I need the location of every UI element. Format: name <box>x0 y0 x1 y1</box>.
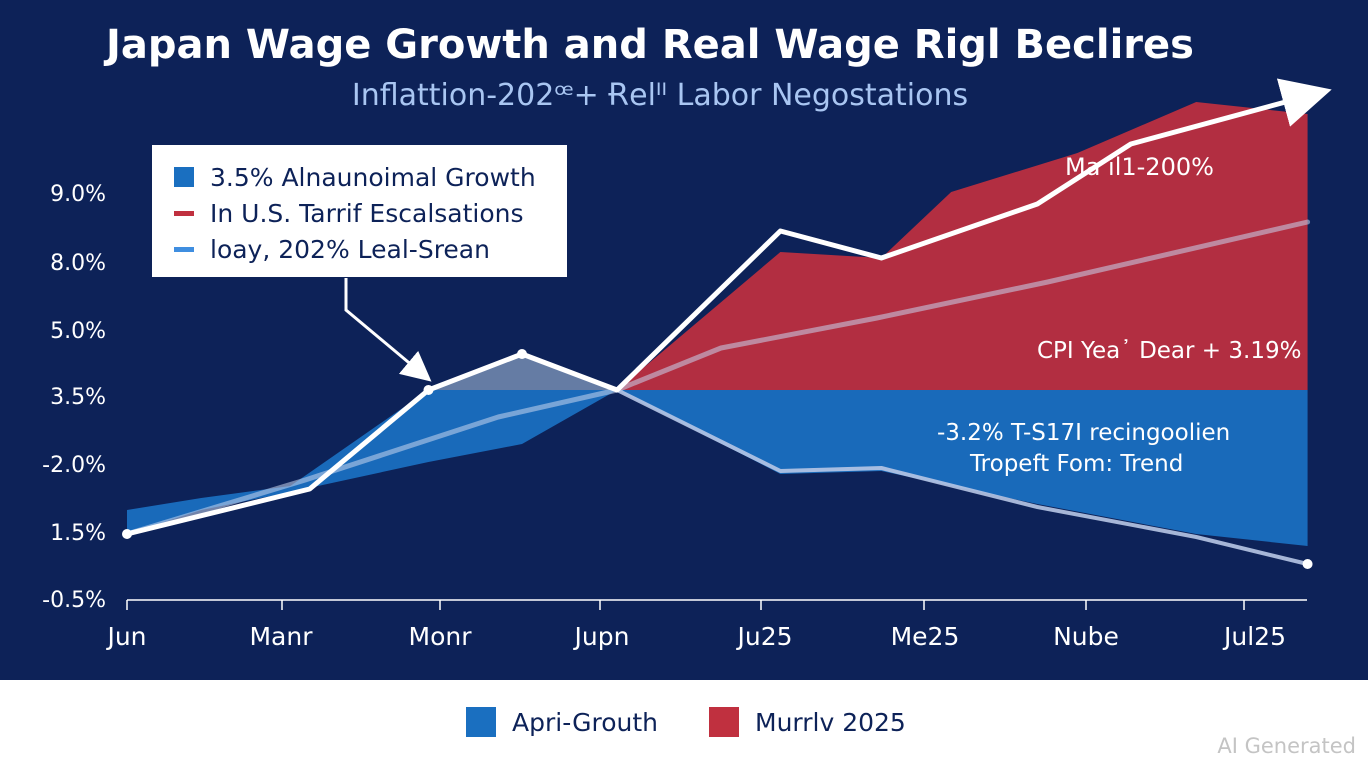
trend-annotation-line2: Tropeft Fom: Trend <box>970 451 1184 477</box>
y-tick-label: 1.5% <box>50 521 106 546</box>
y-tick-label: 5.0% <box>50 319 106 344</box>
x-tick-label: Jun <box>107 622 147 651</box>
chart-subtitle: Inflattion-202ꟹ+ Ɍеlᴵᴵ Labor Negostation… <box>351 78 969 113</box>
legend-label: loay, 202% Leal-Srean <box>210 234 490 264</box>
red-line-swatch <box>174 210 194 216</box>
x-tick-label: Nube <box>1053 622 1119 651</box>
x-tick-label: Me25 <box>890 622 960 651</box>
chart-title: Japan Wage Growth and Real Wage Rigl Bec… <box>106 22 1194 68</box>
data-point-marker <box>517 349 528 359</box>
x-tick-label: Ju25 <box>737 622 793 651</box>
legend-label: 3.5% Alnaunoimal Growth <box>210 162 536 192</box>
bottom-legend-item-murrlv: Murrlv 2025 <box>709 704 906 740</box>
data-point-marker <box>423 385 434 395</box>
y-tick-label: 3.5% <box>50 385 106 410</box>
cpi-annotation: CPI Yea᾿ Dear + 3.19% <box>1037 338 1302 364</box>
overlap-area <box>428 354 618 390</box>
legend-item-growth: 3.5% Alnaunoimal Growth <box>174 159 536 195</box>
x-tick-label: Manr <box>249 622 313 651</box>
chart-panel: Japan Wage Growth and Real Wage Rigl Bec… <box>0 0 1368 680</box>
data-point-marker <box>122 529 132 539</box>
red-area-series <box>617 102 1308 390</box>
y-tick-label: -2.0% <box>42 453 106 478</box>
ai-generated-watermark: AI Generated <box>1217 734 1356 758</box>
bottom-legend-item-growth: Apri-Grouth <box>466 704 658 740</box>
red-square-swatch <box>709 707 739 737</box>
bottom-legend-label: Murrlv 2025 <box>755 707 906 737</box>
chart-svg <box>122 78 1332 610</box>
trend-annotation-line1: -3.2% T-S17Ι recingoolien <box>937 420 1231 446</box>
blue-square-swatch <box>466 707 496 737</box>
legend-item-tariff: In U.S. Tarrif Escalsations <box>174 195 524 231</box>
legend-item-real-wage: loay, 202% Leal-Srean <box>174 231 490 267</box>
blue-square-swatch <box>174 167 194 187</box>
blue-line-swatch <box>174 246 194 252</box>
growth-line <box>124 78 1332 537</box>
real-wage-trend-line <box>124 219 1311 537</box>
blue-area-series <box>127 390 1308 546</box>
y-tick-label: 9.0% <box>50 182 106 207</box>
data-point-marker <box>1302 559 1313 569</box>
legend-box: 3.5% Alnaunoimal Growth In U.S. Tarrif E… <box>152 145 567 277</box>
y-tick-label: 8.0% <box>50 251 106 276</box>
legend-label: In U.S. Tarrif Escalsations <box>210 198 524 228</box>
bottom-legend-label: Apri-Grouth <box>512 707 659 737</box>
peak-annotation: Ma il1-200% <box>1065 153 1214 181</box>
declining-line <box>615 388 1310 566</box>
callout-arrow <box>344 278 432 382</box>
x-tick-label: Jul25 <box>1224 622 1286 651</box>
x-tick-label: Monr <box>408 622 472 651</box>
x-tick-label: Jupn <box>574 622 630 651</box>
y-tick-label: -0.5% <box>42 588 106 613</box>
